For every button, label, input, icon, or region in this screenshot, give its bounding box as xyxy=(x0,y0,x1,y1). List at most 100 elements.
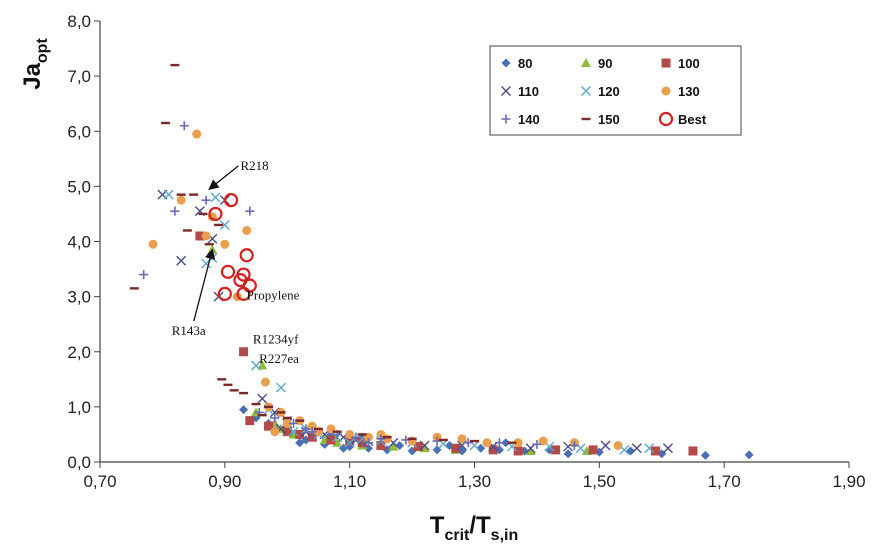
data-point xyxy=(179,121,189,131)
data-point xyxy=(351,432,361,442)
data-point xyxy=(163,189,174,200)
data-point xyxy=(332,437,343,447)
data-point xyxy=(295,429,305,439)
data-point xyxy=(363,438,373,448)
series-140 xyxy=(139,121,579,450)
legend-label: 120 xyxy=(598,84,620,99)
axes: 0,0 1,0 2,0 3,0 4,0 5,0 6,0 7,0 8,0 0,70 0,90 1,10 1… xyxy=(67,12,865,491)
data-point xyxy=(525,443,536,454)
data-point xyxy=(651,446,661,456)
series-best xyxy=(208,193,257,301)
annotation-arrow xyxy=(208,165,239,190)
legend-marker xyxy=(501,114,511,124)
data-point xyxy=(270,427,280,437)
legend-marker xyxy=(581,58,591,67)
data-point xyxy=(217,286,232,301)
data-point xyxy=(207,244,218,254)
x-axis-title-sub2: s,in xyxy=(491,527,519,544)
data-point xyxy=(195,231,205,241)
data-point xyxy=(251,360,262,371)
data-point xyxy=(644,443,655,454)
data-point xyxy=(388,441,399,451)
data-point xyxy=(563,449,573,459)
data-point xyxy=(451,443,461,453)
series-110 xyxy=(157,189,673,454)
legend-marker xyxy=(658,111,674,127)
y-tick-label: 6,0 xyxy=(67,122,91,141)
annotation-label: R143a xyxy=(172,323,206,338)
x-tick-label: 1,10 xyxy=(333,472,366,491)
data-points xyxy=(129,63,754,460)
data-point xyxy=(345,436,355,446)
legend-label: 150 xyxy=(598,112,620,127)
data-point xyxy=(295,438,305,448)
y-tick-label: 2,0 xyxy=(67,343,91,362)
x-axis-title-main: T xyxy=(430,512,445,539)
y-axis-title-main: Ja xyxy=(19,62,46,89)
data-point xyxy=(288,418,298,428)
legend-label: 130 xyxy=(678,84,700,99)
annotations: R218 R143a Propylene R1234yf R227ea xyxy=(172,158,300,366)
y-axis-title-sub: opt xyxy=(34,38,51,64)
legend-label: 90 xyxy=(598,56,612,71)
data-point xyxy=(139,270,149,280)
annotation-label: R218 xyxy=(240,158,268,173)
data-point xyxy=(148,239,158,249)
data-point xyxy=(264,421,274,431)
legend-marker xyxy=(581,86,591,96)
data-point xyxy=(688,446,698,456)
y-tick-label: 4,0 xyxy=(67,233,91,252)
x-tick-label: 1,30 xyxy=(458,472,491,491)
data-point xyxy=(551,445,561,455)
data-point xyxy=(245,206,255,216)
data-point xyxy=(288,426,299,437)
data-point xyxy=(276,382,287,393)
x-tick-label: 0,90 xyxy=(208,472,241,491)
data-point xyxy=(282,427,292,437)
data-point xyxy=(282,418,292,428)
data-point xyxy=(744,450,754,460)
data-point xyxy=(395,440,405,450)
data-point xyxy=(631,443,642,454)
annotation-label: R227ea xyxy=(259,351,299,366)
data-point xyxy=(457,434,467,444)
legend-marker xyxy=(661,86,671,96)
data-point xyxy=(245,416,255,426)
y-tick-label: 5,0 xyxy=(67,177,91,196)
series-150 xyxy=(129,63,517,444)
data-point xyxy=(201,231,211,241)
series-100 xyxy=(195,231,698,456)
data-point xyxy=(210,192,221,203)
y-tick-label: 1,0 xyxy=(67,398,91,417)
data-point xyxy=(344,437,355,448)
data-point xyxy=(494,438,504,448)
x-tick-label: 0,70 xyxy=(83,472,116,491)
legend-box xyxy=(489,45,742,136)
data-point xyxy=(613,440,623,450)
data-point xyxy=(270,413,280,423)
data-point xyxy=(257,360,268,370)
data-point xyxy=(307,432,317,442)
data-point xyxy=(219,219,230,230)
y-tick-label: 3,0 xyxy=(67,288,91,307)
data-point xyxy=(600,440,611,451)
data-point xyxy=(588,445,598,455)
data-point xyxy=(223,193,239,208)
data-point xyxy=(307,427,317,437)
data-point xyxy=(176,195,186,205)
data-point xyxy=(700,450,710,460)
x-axis-title: Tcrit/Ts,in xyxy=(430,512,518,544)
x-tick-label: 1,70 xyxy=(708,472,741,491)
data-point xyxy=(532,439,542,449)
legend-marker xyxy=(501,58,511,68)
data-point xyxy=(301,424,311,434)
data-point xyxy=(463,438,473,448)
data-point xyxy=(220,264,236,279)
legend-label: 100 xyxy=(678,56,700,71)
data-point xyxy=(376,440,386,450)
data-point xyxy=(239,405,249,415)
y-axis-title: Jaopt xyxy=(19,38,51,90)
data-point xyxy=(236,286,251,301)
